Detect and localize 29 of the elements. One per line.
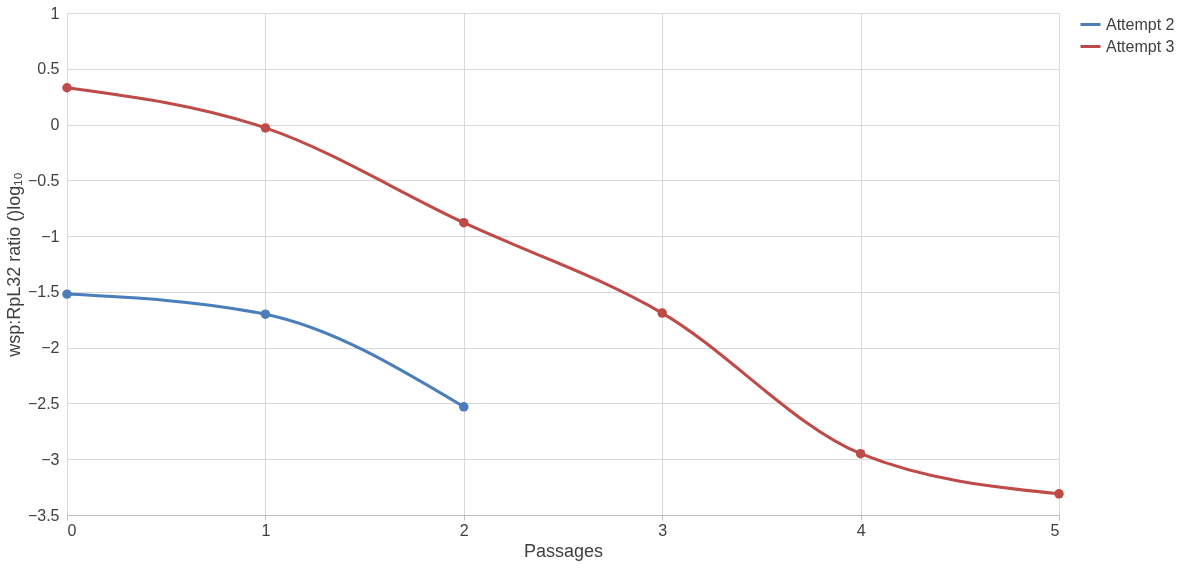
- point: [459, 217, 469, 228]
- x-tick-label: 4: [856, 521, 866, 539]
- x-tick-label: 2: [459, 521, 469, 539]
- legend-label: Attempt 2: [1106, 15, 1175, 33]
- y-tick-label: 0.5: [37, 60, 60, 78]
- point: [260, 309, 271, 319]
- y-tick-label: 0: [50, 116, 60, 134]
- y-axis-title: wsp:RpL32 ratio ()log₁₀: [3, 172, 24, 358]
- x-tick-label: 0: [67, 521, 77, 539]
- y-tick-label: 1: [50, 4, 60, 22]
- x-tick-label: 1: [261, 521, 271, 539]
- x-axis-title: Passages: [523, 540, 604, 561]
- point: [657, 308, 667, 318]
- y-tick-label: −1.5: [27, 283, 60, 301]
- y-tick-label: −3: [41, 450, 60, 468]
- legend-label: Attempt 3: [1106, 37, 1175, 55]
- point: [62, 289, 72, 299]
- y-tick-label: −2: [41, 339, 60, 357]
- x-tick-label: 3: [658, 521, 668, 539]
- point: [1054, 489, 1064, 499]
- y-tick-label: −1: [41, 227, 60, 245]
- y-tick-label: −2.5: [27, 394, 60, 412]
- point: [459, 402, 469, 412]
- x-tick-label: 5: [1050, 521, 1060, 539]
- point: [62, 83, 72, 93]
- point: [855, 448, 866, 459]
- y-tick-label: −0.5: [27, 171, 60, 189]
- point: [260, 123, 271, 133]
- y-tick-label: −3.5: [27, 506, 60, 524]
